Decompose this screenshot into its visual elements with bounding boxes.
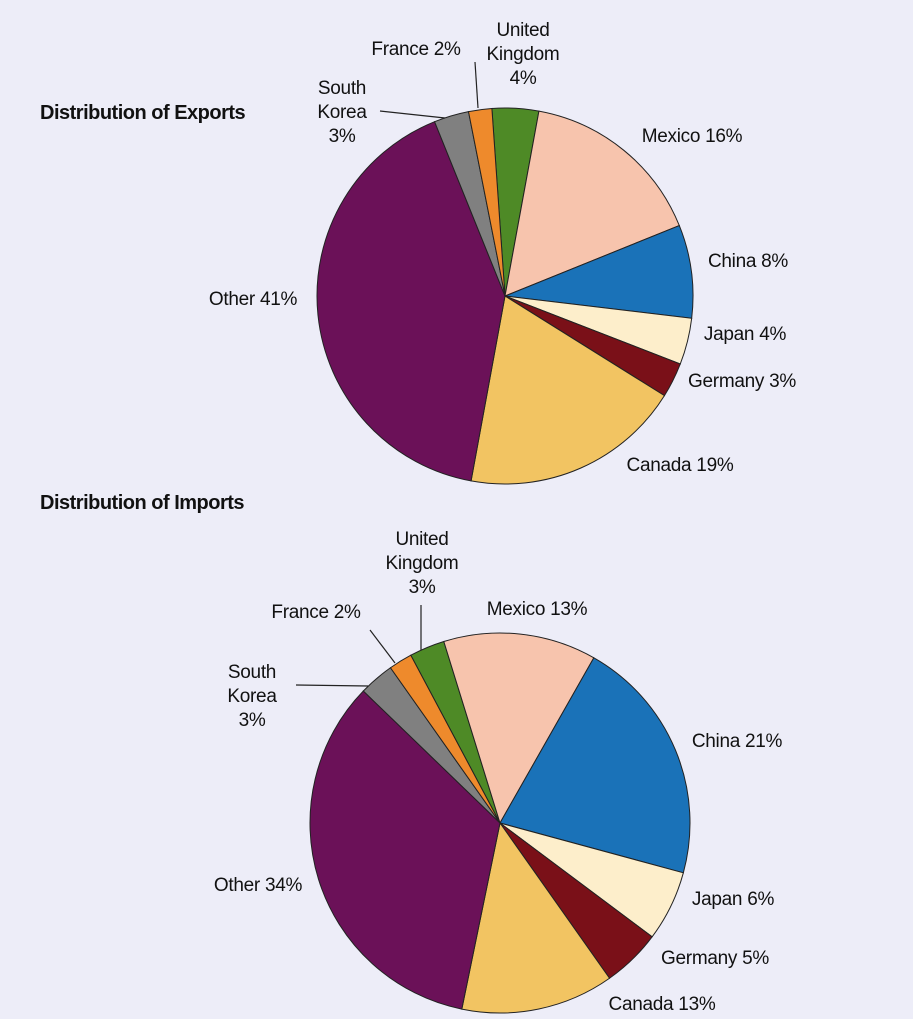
chart-title: Distribution of Exports: [40, 102, 246, 124]
category-label: Other: [208, 289, 255, 310]
slice-label: France 2%: [371, 38, 461, 62]
leader-line: [379, 110, 446, 119]
category-label: China: [691, 731, 741, 752]
category-label: Mexico: [641, 126, 701, 147]
category-label: Japan: [703, 324, 755, 345]
pie-slice: [461, 821, 611, 1014]
leader-line: [295, 684, 369, 687]
slice-label: Other 41%: [209, 288, 297, 312]
category-label: Germany: [688, 371, 765, 392]
value-label: 3%: [769, 371, 796, 392]
pie-slice: [316, 121, 506, 482]
slice-label: Other 34%: [214, 874, 302, 898]
pie-slice: [467, 107, 506, 297]
pie-slice: [443, 632, 595, 825]
slice-label: France 2%: [271, 601, 361, 625]
category-label: France: [271, 602, 329, 623]
leader-line: [369, 629, 396, 664]
value-label: 8%: [761, 251, 789, 272]
slice-label: Mexico 13%: [487, 598, 588, 622]
category-label: Germany: [661, 948, 738, 969]
pie-slice: [504, 110, 680, 297]
category-label: South Korea: [227, 662, 277, 707]
pie-slice: [309, 690, 501, 1010]
slice-label: Canada 19%: [627, 454, 734, 478]
slice-label: Mexico 16%: [642, 125, 743, 149]
category-label: United Kingdom: [486, 20, 560, 65]
category-label: United Kingdom: [385, 529, 459, 574]
slice-label: China 8%: [708, 250, 788, 274]
leader-line: [474, 61, 479, 109]
category-label: France: [371, 39, 429, 60]
category-label: South Korea: [317, 78, 367, 123]
category-label: China: [707, 251, 757, 272]
slice-label: Canada 13%: [609, 993, 716, 1017]
value-label: 5%: [742, 948, 769, 969]
value-label: 21%: [745, 731, 783, 752]
slice-label: Germany 5%: [661, 947, 769, 971]
pie-slice: [504, 224, 694, 319]
value-label: 16%: [705, 126, 743, 147]
slice-label: United Kingdom 3%: [382, 528, 462, 600]
value-label: 3%: [328, 126, 356, 147]
pie-slice: [470, 295, 666, 485]
value-label: 13%: [550, 599, 588, 620]
category-label: Japan: [691, 889, 743, 910]
slice-label: China 21%: [691, 730, 783, 754]
value-label: 41%: [259, 289, 298, 310]
category-label: Other: [213, 875, 260, 896]
value-label: 4%: [759, 324, 787, 345]
slice-label: Japan 6%: [692, 888, 774, 912]
slice-label: Japan 4%: [704, 323, 786, 347]
value-label: 3%: [408, 577, 436, 598]
slice-label: South Korea 3%: [312, 77, 372, 149]
chart-title: Distribution of Imports: [40, 492, 245, 514]
value-label: 13%: [678, 994, 716, 1015]
value-label: 6%: [747, 889, 775, 910]
category-label: Mexico: [486, 599, 546, 620]
pie-slice: [389, 654, 501, 824]
value-label: 2%: [433, 39, 461, 60]
slice-label: Germany 3%: [688, 370, 796, 394]
slice-label: United Kingdom 4%: [483, 19, 563, 91]
value-label: 2%: [333, 602, 361, 623]
value-label: 34%: [264, 875, 303, 896]
slice-label: South Korea 3%: [222, 661, 282, 733]
category-label: Canada: [626, 455, 692, 476]
value-label: 19%: [696, 455, 734, 476]
pie-slice: [499, 657, 691, 874]
value-label: 4%: [509, 68, 537, 89]
category-label: Canada: [608, 994, 674, 1015]
value-label: 3%: [238, 710, 266, 731]
